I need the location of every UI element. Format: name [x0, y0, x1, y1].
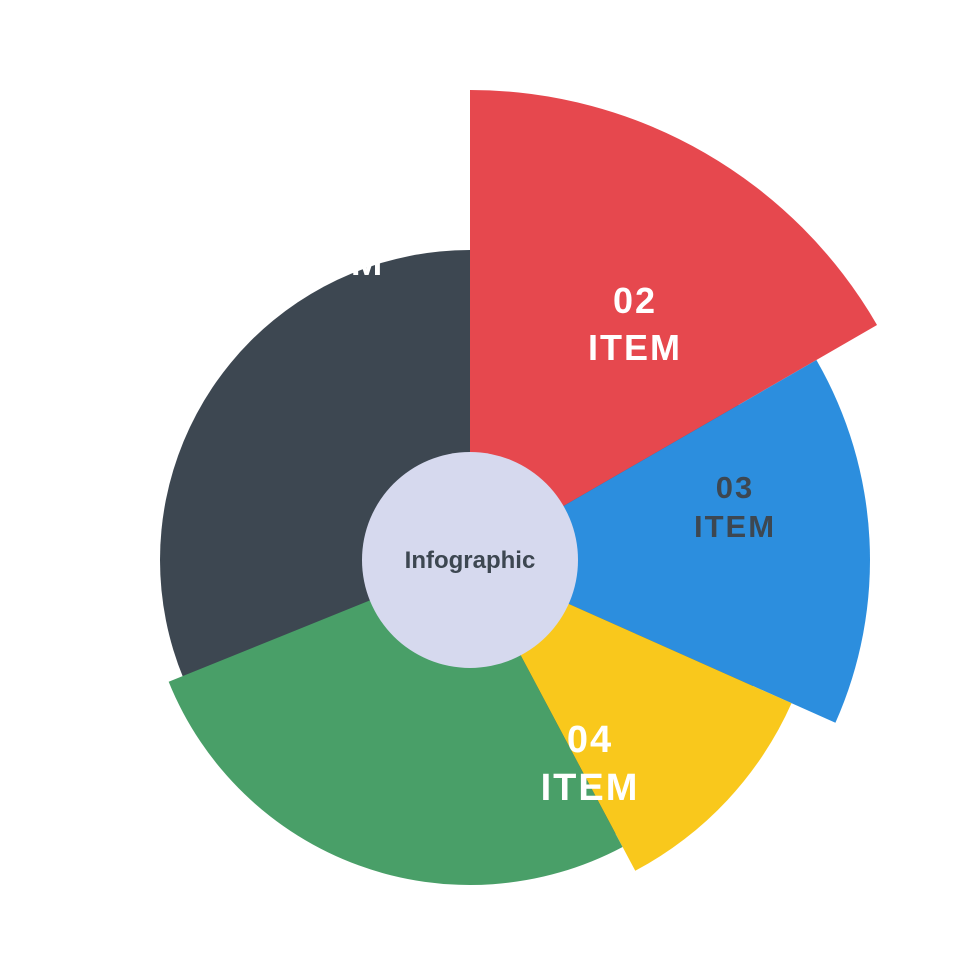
segment-label-seg3: ITEM	[694, 509, 776, 544]
segment-number-seg3: 03	[716, 470, 754, 505]
segment-number-seg1: 01	[312, 192, 358, 234]
segment-label-seg2: ITEM	[588, 327, 682, 368]
segment-label-seg1: ITEM	[286, 242, 385, 284]
segment-label-seg4: ITEM	[541, 767, 640, 809]
infographic-chart: 01 ITEM 02 ITEM 03 ITEM 04 ITEM Infographic	[0, 0, 980, 980]
segment-number-seg4: 04	[567, 719, 613, 761]
segment-number-seg2: 02	[613, 280, 657, 321]
hub-label: Infographic	[405, 547, 536, 574]
